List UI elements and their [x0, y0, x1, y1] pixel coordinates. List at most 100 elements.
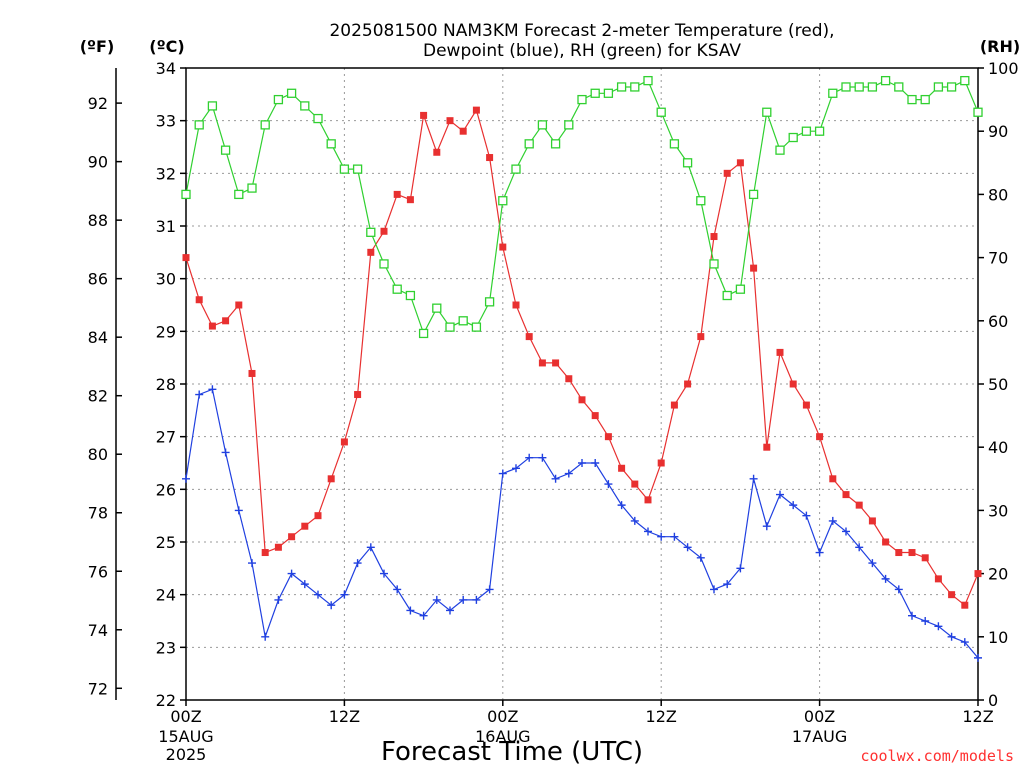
dewpoint-point — [525, 453, 534, 462]
temperature-point — [406, 196, 414, 204]
rh-tick-label: 60 — [988, 312, 1008, 331]
rh-point — [260, 120, 270, 130]
rh-point — [775, 145, 785, 155]
rh-point — [643, 75, 653, 86]
celsius-tick-label: 29 — [156, 322, 176, 341]
temperature-point — [816, 433, 824, 441]
dewpoint-point — [908, 611, 916, 620]
dewpoint-point — [855, 543, 864, 552]
credit-text: coolwx.com/models — [860, 747, 1014, 765]
temperature-point — [354, 391, 362, 399]
temperature-point — [222, 317, 230, 325]
temperature-point — [591, 412, 599, 420]
fahrenheit-tick-label: 84 — [88, 328, 108, 347]
rh-tick-label: 20 — [988, 565, 1008, 584]
temperature-point — [723, 169, 731, 177]
rh-tick-label: 70 — [988, 249, 1008, 268]
dewpoint-point — [868, 559, 877, 568]
temperature-point — [802, 401, 810, 409]
temperature-point — [908, 549, 916, 557]
rh-point — [894, 82, 904, 92]
rh-point — [511, 164, 521, 174]
rh-point — [286, 88, 297, 98]
temperature-point — [895, 549, 903, 557]
celsius-unit-label: (ºC) — [149, 37, 184, 56]
dewpoint-point — [419, 611, 428, 620]
rh-point — [379, 259, 389, 269]
dewpoint-point — [393, 585, 402, 594]
temperature-point — [736, 159, 744, 167]
dewpoint-point — [446, 606, 454, 615]
dewpoint-point — [274, 595, 283, 604]
temperature-point — [684, 380, 692, 388]
rh-point — [616, 82, 627, 92]
dewpoint-point — [314, 590, 322, 599]
rh-series — [181, 75, 983, 339]
temperature-point — [512, 301, 520, 309]
temperature-point — [578, 396, 586, 404]
temperature-point — [763, 443, 771, 451]
temperature-point — [182, 254, 190, 262]
dewpoint-point — [617, 501, 626, 510]
celsius-tick-label: 34 — [156, 59, 176, 78]
dewpoint-point — [287, 569, 296, 578]
fahrenheit-tick-label: 78 — [88, 504, 108, 523]
temperature-point — [446, 117, 454, 125]
rh-point — [432, 303, 442, 313]
fahrenheit-tick-label: 86 — [88, 270, 108, 289]
rh-tick-label: 100 — [988, 59, 1019, 78]
x-tick-label: 00Z — [804, 707, 835, 726]
temperature-point — [433, 148, 441, 156]
dewpoint-point — [591, 459, 600, 467]
temperature-point — [327, 475, 335, 483]
fahrenheit-tick-label: 92 — [88, 94, 108, 113]
rh-point — [207, 101, 218, 111]
rh-point — [313, 113, 323, 124]
rh-tick-label: 40 — [988, 438, 1008, 457]
rh-point — [577, 94, 587, 105]
dewpoint-point — [828, 516, 837, 525]
dewpoint-point — [802, 511, 811, 520]
rh-point — [550, 139, 561, 149]
rh-point — [946, 82, 957, 92]
dewpoint-point — [789, 501, 798, 510]
temperature-point — [618, 464, 626, 472]
dewpoint-point — [380, 569, 388, 578]
dewpoint-point — [762, 522, 771, 531]
dewpoint-point — [234, 506, 243, 515]
rh-point — [841, 82, 851, 92]
rh-point — [722, 290, 732, 301]
rh-point — [247, 183, 257, 193]
rh-point — [656, 107, 666, 117]
celsius-tick-label: 31 — [156, 217, 176, 236]
chart-title-line-2: Dewpoint (blue), RH (green) for KSAV — [423, 41, 741, 61]
rh-point — [762, 107, 772, 117]
dewpoint-point — [538, 453, 547, 462]
dewpoint-point — [881, 574, 890, 583]
dewpoint-point — [512, 464, 520, 473]
temperature-point — [208, 322, 216, 330]
fahrenheit-tick-label: 90 — [88, 153, 108, 172]
dewpoint-point — [564, 469, 573, 478]
x-tick-sublabel: 15AUG — [158, 727, 213, 746]
dewpoint-point — [842, 527, 850, 536]
dewpoint-point — [327, 601, 336, 610]
temperature-point — [288, 533, 296, 541]
rh-point — [933, 82, 944, 92]
temperature-point — [842, 491, 850, 499]
chart-title-line-1: 2025081500 NAM3KM Forecast 2-meter Tempe… — [329, 21, 834, 41]
temperature-point — [657, 459, 665, 467]
temperature-point — [261, 549, 269, 557]
dewpoint-point — [578, 459, 586, 467]
rh-tick-label: 80 — [988, 185, 1008, 204]
rh-point — [234, 189, 244, 200]
dewpoint-point — [644, 527, 652, 536]
temperature-point — [789, 380, 797, 388]
temperature-point — [631, 480, 639, 488]
temperature-point — [340, 438, 348, 446]
dewpoint-point — [551, 474, 560, 483]
celsius-tick-label: 23 — [156, 638, 176, 657]
dewpoint-point — [300, 580, 309, 589]
rh-tick-label: 30 — [988, 501, 1008, 520]
dewpoint-point — [696, 553, 705, 562]
